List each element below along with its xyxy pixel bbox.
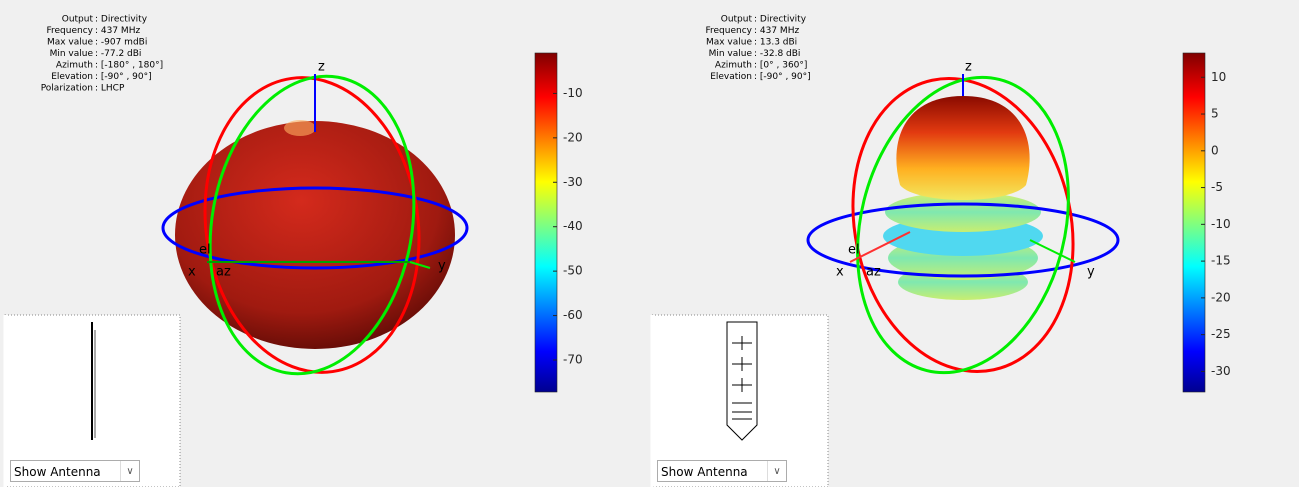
colorbar-tick-label: 0 [1211,143,1219,157]
colorbar-tick-label: -10 [1211,217,1231,231]
colorbar-tick-label: -25 [1211,327,1231,341]
info-value: : Directivity [754,15,807,25]
info-label: Frequency [706,26,753,36]
info-value: : -907 mdBi [95,38,147,48]
axis-label: y [1087,265,1095,280]
colorbar-tick-label: -15 [1211,254,1231,268]
info-label: Elevation [51,72,93,82]
axis-label: el [848,243,860,258]
dropdown-arrow[interactable]: ∨ [120,461,139,481]
colorbar-tick-label: -10 [563,86,583,100]
info-value: : Directivity [95,15,148,25]
colorbar-tick-label: -60 [563,308,583,322]
axis-label: el [199,243,211,258]
colorbar-tick-label: -50 [563,264,583,278]
colorbar-tick-label: -20 [1211,290,1231,304]
info-value: : -77.2 dBi [95,49,141,59]
axis-label: az [866,265,881,280]
colorbar-tick-label: 10 [1211,70,1226,84]
axis-label: az [216,265,231,280]
info-value: : [0° , 360°] [754,61,807,71]
axis-label: y [438,259,446,274]
info-label: Frequency [47,26,94,36]
axis-label: z [965,60,972,75]
colorbar-tick-label: -30 [563,175,583,189]
colorbar-tick-label: -70 [563,353,583,367]
figure: Output: DirectivityFrequency: 437 MHzMax… [0,0,1299,487]
colorbar [535,53,557,392]
info-label: Elevation [710,72,752,82]
info-label: Max value [47,38,94,48]
page: {"panels":[ {"info":[{"label":"Output","… [0,0,1299,487]
info-label: Max value [706,38,753,48]
axis-label: x [188,265,196,280]
info-value: : 437 MHz [754,26,799,36]
info-label: Min value [709,49,753,59]
dropdown-text: Show Antenna [14,465,101,479]
colorbar-tick-label: -20 [563,130,583,144]
pattern-right [652,55,1118,487]
info-value: : [-180° , 180°] [95,61,163,71]
info-label: Output [721,15,753,25]
pattern-left [5,60,467,487]
info-value: : -32.8 dBi [754,49,800,59]
show-antenna-dropdown[interactable]: Show Antenna ∨ [10,460,140,482]
axis-label: z [318,60,325,75]
axis-label: x [836,265,844,280]
info-label: Azimuth [56,61,93,71]
info-label: Min value [50,49,94,59]
dropdown-arrow[interactable]: ∨ [767,461,786,481]
info-value: : [-90° , 90°] [754,72,811,82]
show-antenna-dropdown[interactable]: Show Antenna ∨ [657,460,787,482]
info-value: : 13.3 dBi [754,38,797,48]
info-label: Polarization [41,84,93,94]
colorbar-tick-label: -5 [1211,180,1223,194]
colorbar-tick-label: 5 [1211,107,1219,121]
colorbar [1183,53,1205,392]
info-value: : 437 MHz [95,26,140,36]
colorbar-tick-label: -40 [563,219,583,233]
info-value: : [-90° , 90°] [95,72,152,82]
colorbar-tick-label: -30 [1211,364,1231,378]
info-value: : LHCP [95,84,125,94]
info-label: Azimuth [715,61,752,71]
info-label: Output [62,15,94,25]
dropdown-text: Show Antenna [661,465,748,479]
